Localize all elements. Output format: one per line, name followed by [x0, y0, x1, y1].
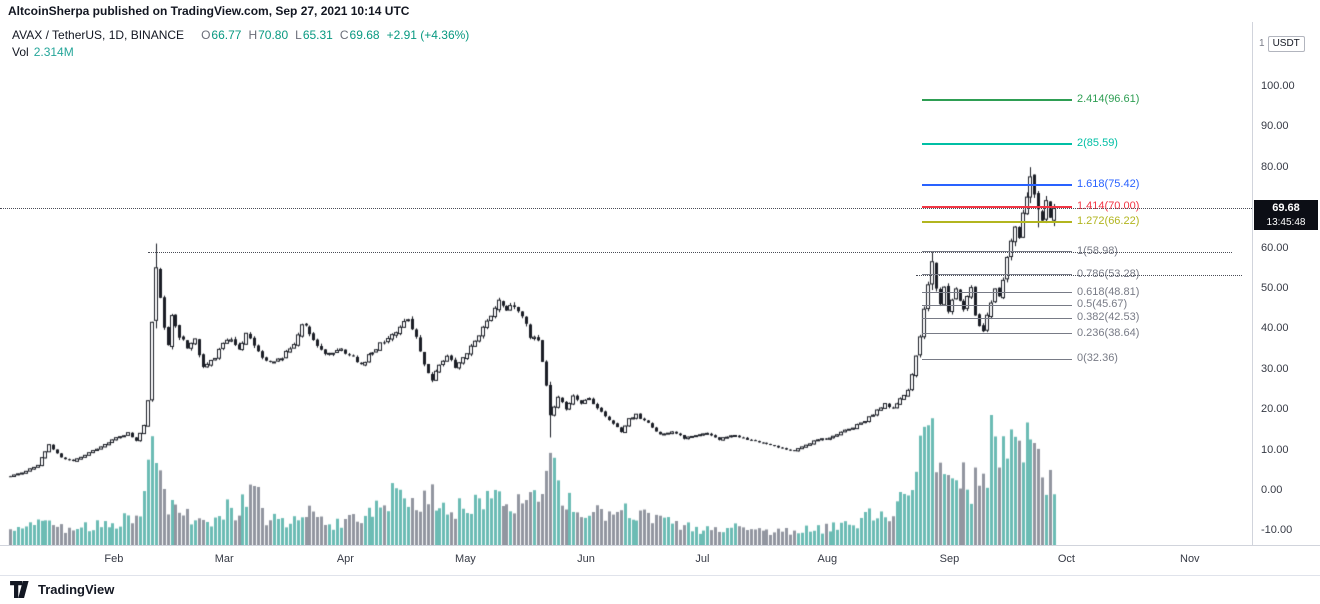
last-price-badge[interactable]: 69.68	[1254, 200, 1318, 217]
volume-indicator-label[interactable]: Vol	[12, 45, 29, 59]
price-tick-label: 30.00	[1261, 362, 1289, 375]
price-tick-label: 40.00	[1261, 322, 1289, 335]
fib-level-label[interactable]: 0.618(48.81)	[1076, 285, 1141, 298]
time-axis-label-jul: Jul	[695, 553, 710, 565]
symbol-title[interactable]: AVAX / TetherUS, 1D, BINANCE	[12, 28, 185, 42]
last-price-dotted-line	[0, 208, 1252, 210]
fib-level-label[interactable]: 0.236(38.64)	[1076, 326, 1141, 339]
price-tick-label: 90.00	[1261, 120, 1289, 133]
time-axis-label-oct: Oct	[1057, 553, 1075, 565]
fib-level-label[interactable]: 2.414(96.61)	[1076, 92, 1141, 105]
dotted-level-line-53-28[interactable]	[916, 274, 1242, 276]
fib-level-label[interactable]: 0.786(53.28)	[1076, 267, 1141, 280]
legend: AVAX / TetherUS, 1D, BINANCE O66.77 H70.80…	[12, 28, 469, 62]
time-axis-label-feb: Feb	[104, 553, 124, 565]
fib-level-line[interactable]	[922, 221, 1072, 224]
fib-level-line[interactable]	[922, 98, 1072, 101]
time-axis-label-aug: Aug	[817, 553, 838, 565]
fib-level-label[interactable]: 1.414(70.00)	[1076, 200, 1141, 213]
price-axis[interactable]: 1 USDT 69.68 13:45:48 100.00 90.00 80.00 60.…	[1252, 22, 1320, 545]
fib-level-line[interactable]	[922, 206, 1072, 209]
publish-attribution: AltcoinSherpa published on TradingView.c…	[8, 4, 410, 18]
time-axis-label-may: May	[455, 553, 476, 565]
ohlc-high-value: 70.80	[258, 28, 289, 42]
unit-prefix: 1	[1259, 38, 1265, 49]
time-axis-label-apr: Apr	[336, 553, 354, 565]
fib-level-label[interactable]: 2(85.59)	[1076, 137, 1119, 150]
time-axis-label-jun: Jun	[577, 553, 595, 565]
ohlc-low-value: 65.31	[302, 28, 333, 42]
fib-level-line[interactable]	[922, 317, 1072, 319]
price-tick-label: 10.00	[1261, 443, 1289, 456]
ohlc-low-label: L	[295, 28, 302, 42]
fib-level-label[interactable]: 0.382(42.53)	[1076, 311, 1141, 324]
price-tick-label: 0.00	[1261, 484, 1283, 496]
price-chart-canvas[interactable]	[0, 22, 1252, 545]
price-tick-label: -10.00	[1261, 524, 1293, 537]
fib-level-label[interactable]: 0.5(45.67)	[1076, 298, 1129, 311]
price-tick-label: 80.00	[1261, 160, 1289, 173]
fib-level-line[interactable]	[922, 304, 1072, 306]
price-pane: 2.414(96.61) 2(85.59) 1.618(75.42) 1.414(70…	[0, 22, 1252, 545]
fib-level-line[interactable]	[922, 184, 1072, 187]
ohlc-open-label: O	[201, 28, 211, 42]
time-axis-label-sep: Sep	[939, 553, 960, 565]
ohlc-close-value: 69.68	[349, 28, 380, 42]
fib-level-line[interactable]	[922, 333, 1072, 335]
fib-level-label[interactable]: 0(32.36)	[1076, 352, 1119, 365]
volume-value: 2.314M	[33, 45, 74, 59]
bar-close-countdown: 13:45:48	[1254, 216, 1318, 231]
ohlc-open-value: 66.77	[211, 28, 242, 42]
time-axis[interactable]: Feb Mar Apr May Jun Jul Aug Sep Oct Nov	[0, 545, 1320, 575]
tradingview-logo-icon	[10, 581, 29, 598]
fib-level-line[interactable]	[922, 292, 1072, 294]
dotted-level-line-58-98[interactable]	[148, 251, 1232, 253]
ohlc-high-label: H	[248, 28, 258, 42]
fib-level-line[interactable]	[922, 143, 1072, 146]
price-tick-label: 50.00	[1261, 282, 1289, 294]
tradingview-logo[interactable]: TradingView	[10, 581, 114, 598]
chart-area: 2.414(96.61) 2(85.59) 1.618(75.42) 1.414(70…	[0, 22, 1320, 575]
fib-level-label[interactable]: 1.272(66.22)	[1076, 215, 1141, 228]
change-value: +2.91 (+4.36%)	[386, 28, 470, 42]
fib-level-label[interactable]: 1(58.98)	[1076, 244, 1119, 257]
fib-level-line[interactable]	[922, 358, 1072, 360]
drawings-layer: 2.414(96.61) 2(85.59) 1.618(75.42) 1.414(70…	[0, 22, 1252, 545]
footer-bar: TradingView	[0, 575, 1320, 604]
unit-currency-button[interactable]: USDT	[1267, 36, 1305, 52]
time-axis-label-nov: Nov	[1180, 553, 1200, 565]
price-scale-unit: 1 USDT	[1259, 36, 1305, 52]
tradingview-wordmark: TradingView	[38, 582, 115, 597]
price-tick-label: 100.00	[1261, 80, 1295, 92]
time-axis-label-mar: Mar	[214, 553, 234, 565]
price-tick-label: 60.00	[1261, 241, 1289, 254]
fib-level-label[interactable]: 1.618(75.42)	[1076, 178, 1141, 191]
ohlc-close-label: C	[339, 28, 349, 42]
price-tick-label: 20.00	[1261, 403, 1289, 416]
